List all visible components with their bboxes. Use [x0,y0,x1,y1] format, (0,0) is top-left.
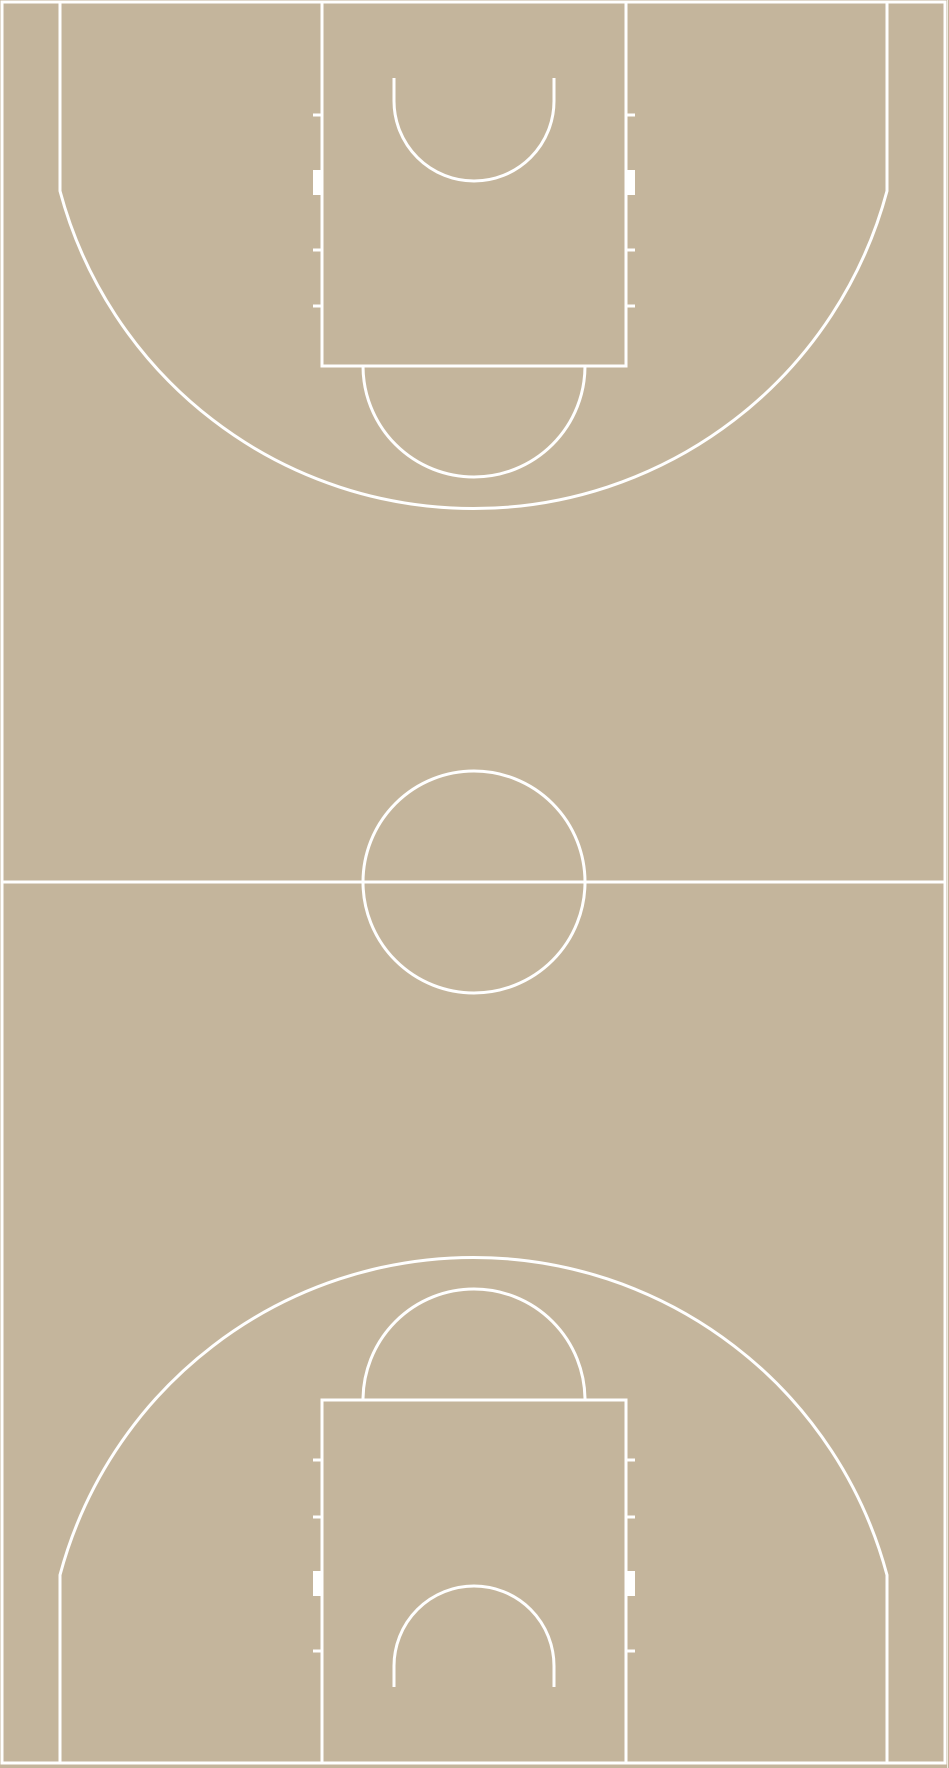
top-restricted-area [392,78,556,183]
center-circle [361,769,587,995]
bottom-three-point-line [58,1255,889,1763]
bottom-free-throw-arc [361,1287,587,1401]
bottom-restricted-area [392,1584,556,1687]
bottom-lane-block [313,1571,322,1596]
top-half [58,0,889,511]
top-lane-block [313,170,322,195]
bottom-half [58,1255,889,1765]
top-free-throw-arc [361,365,587,479]
bottom-lane-block [626,1571,635,1596]
top-three-point-line [58,2,889,511]
top-lane-block [626,170,635,195]
